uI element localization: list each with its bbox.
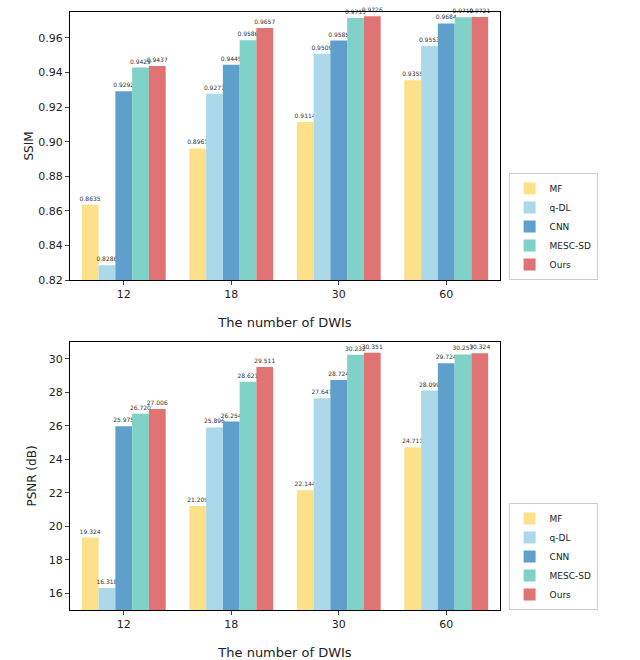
svg-text:24.711: 24.711 bbox=[402, 437, 423, 444]
svg-text:MF: MF bbox=[550, 184, 563, 194]
svg-text:q-DL: q-DL bbox=[550, 533, 571, 543]
svg-text:0.9437: 0.9437 bbox=[147, 56, 168, 63]
svg-text:0.9445: 0.9445 bbox=[221, 55, 242, 62]
svg-text:0.9114: 0.9114 bbox=[295, 112, 316, 119]
svg-text:26: 26 bbox=[49, 420, 63, 433]
svg-text:0.86: 0.86 bbox=[38, 205, 63, 218]
svg-text:0.9684: 0.9684 bbox=[436, 13, 457, 20]
svg-text:30.351: 30.351 bbox=[362, 343, 383, 350]
svg-text:29.511: 29.511 bbox=[254, 357, 275, 364]
svg-text:0.8961: 0.8961 bbox=[187, 138, 208, 145]
svg-text:0.9721: 0.9721 bbox=[469, 7, 490, 14]
svg-text:0.8286: 0.8286 bbox=[96, 255, 117, 262]
svg-text:0.9657: 0.9657 bbox=[254, 18, 275, 25]
svg-text:MESC-SD: MESC-SD bbox=[550, 571, 591, 581]
svg-text:26.254: 26.254 bbox=[221, 412, 242, 419]
svg-text:60: 60 bbox=[439, 618, 453, 631]
svg-text:28.621: 28.621 bbox=[237, 372, 258, 379]
svg-text:16.318: 16.318 bbox=[96, 578, 117, 585]
svg-text:30: 30 bbox=[332, 618, 346, 631]
svg-text:The number of DWIs: The number of DWIs bbox=[217, 645, 352, 660]
svg-text:Ours: Ours bbox=[550, 260, 571, 270]
svg-text:Ours: Ours bbox=[550, 590, 571, 600]
svg-text:MESC-SD: MESC-SD bbox=[550, 241, 591, 251]
svg-text:0.9277: 0.9277 bbox=[204, 84, 225, 91]
svg-text:0.9509: 0.9509 bbox=[311, 44, 332, 51]
svg-text:22.144: 22.144 bbox=[295, 480, 316, 487]
svg-text:0.88: 0.88 bbox=[38, 170, 63, 183]
svg-text:0.9719: 0.9719 bbox=[452, 7, 473, 14]
svg-text:CNN: CNN bbox=[550, 222, 570, 232]
svg-text:The number of DWIs: The number of DWIs bbox=[217, 315, 352, 330]
svg-text:18: 18 bbox=[49, 554, 63, 567]
svg-text:0.9292: 0.9292 bbox=[113, 81, 134, 88]
svg-text:28.099: 28.099 bbox=[419, 381, 440, 388]
svg-text:28: 28 bbox=[49, 386, 63, 399]
svg-text:29.724: 29.724 bbox=[436, 353, 457, 360]
svg-text:MF: MF bbox=[550, 514, 563, 524]
svg-text:0.84: 0.84 bbox=[38, 239, 63, 252]
svg-text:CNN: CNN bbox=[550, 552, 570, 562]
svg-text:25.896: 25.896 bbox=[204, 417, 225, 424]
svg-text:26.720: 26.720 bbox=[130, 404, 151, 411]
svg-text:18: 18 bbox=[224, 288, 238, 301]
svg-text:0.82: 0.82 bbox=[38, 274, 63, 287]
svg-text:19.324: 19.324 bbox=[80, 528, 101, 535]
svg-text:0.8635: 0.8635 bbox=[80, 195, 101, 202]
svg-text:12: 12 bbox=[117, 618, 131, 631]
svg-text:30.232: 30.232 bbox=[345, 345, 366, 352]
svg-text:60: 60 bbox=[439, 288, 453, 301]
svg-text:16: 16 bbox=[49, 587, 63, 600]
svg-text:0.96: 0.96 bbox=[38, 32, 63, 45]
svg-text:SSIM: SSIM bbox=[22, 131, 36, 160]
svg-text:24: 24 bbox=[49, 453, 63, 466]
svg-text:18: 18 bbox=[224, 618, 238, 631]
svg-text:0.9553: 0.9553 bbox=[419, 36, 440, 43]
svg-text:30.257: 30.257 bbox=[452, 344, 473, 351]
svg-text:30: 30 bbox=[332, 288, 346, 301]
svg-text:0.9726: 0.9726 bbox=[362, 6, 383, 13]
svg-text:30.324: 30.324 bbox=[469, 343, 490, 350]
svg-text:22: 22 bbox=[49, 487, 63, 500]
svg-text:0.94: 0.94 bbox=[38, 66, 63, 79]
svg-text:27.006: 27.006 bbox=[147, 399, 168, 406]
svg-text:25.975: 25.975 bbox=[113, 416, 134, 423]
svg-text:20: 20 bbox=[49, 520, 63, 533]
svg-text:0.9355: 0.9355 bbox=[402, 70, 423, 77]
svg-text:PSNR (dB): PSNR (dB) bbox=[25, 445, 39, 506]
svg-text:0.9429: 0.9429 bbox=[130, 58, 151, 65]
svg-text:0.9585: 0.9585 bbox=[328, 31, 349, 38]
svg-text:12: 12 bbox=[117, 288, 131, 301]
svg-text:28.724: 28.724 bbox=[328, 370, 349, 377]
svg-text:0.9715: 0.9715 bbox=[345, 8, 366, 15]
svg-text:0.9586: 0.9586 bbox=[237, 30, 258, 37]
svg-text:q-DL: q-DL bbox=[550, 203, 571, 213]
svg-text:27.647: 27.647 bbox=[311, 388, 332, 395]
svg-text:0.92: 0.92 bbox=[38, 101, 63, 114]
svg-text:0.90: 0.90 bbox=[38, 136, 63, 149]
svg-text:30: 30 bbox=[49, 353, 63, 366]
svg-text:21.209: 21.209 bbox=[187, 496, 208, 503]
